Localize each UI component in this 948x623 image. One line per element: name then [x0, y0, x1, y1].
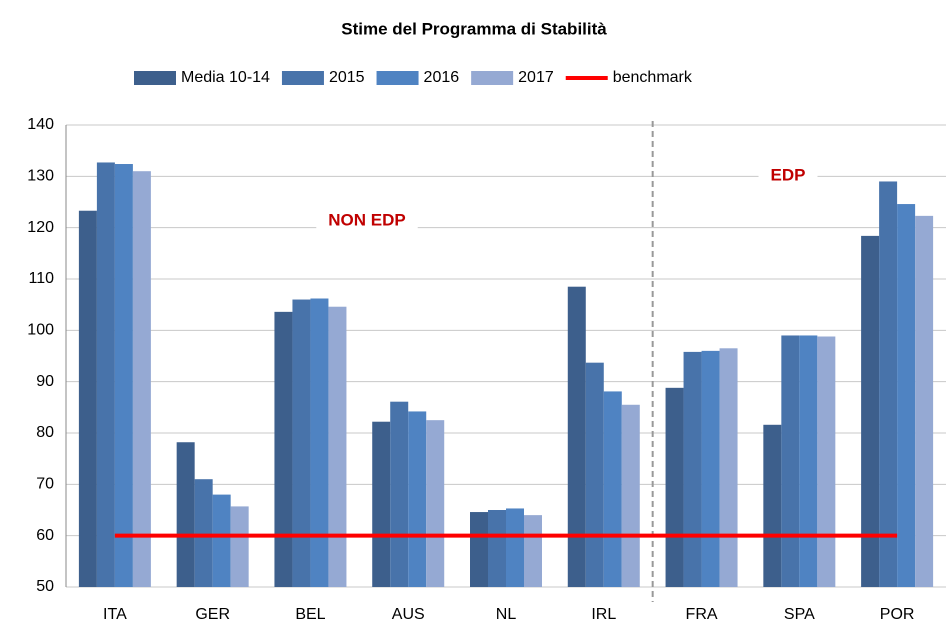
bar: [292, 299, 311, 587]
bar: [470, 512, 488, 587]
bar: [390, 401, 409, 587]
x-tick-label: SPA: [784, 606, 815, 623]
x-tick-label: FRA: [686, 606, 718, 623]
bar: [817, 336, 836, 587]
bar: [114, 164, 133, 587]
bar: [781, 335, 800, 587]
annotation-bg: [316, 206, 418, 234]
bar: [701, 350, 720, 587]
bar: [719, 348, 738, 587]
annotation: NON EDP: [328, 210, 405, 229]
bar: [567, 286, 586, 587]
bar: [897, 204, 916, 587]
bar: [763, 424, 782, 587]
bar: [488, 510, 506, 587]
x-tick-label: GER: [195, 606, 230, 623]
bar: [879, 181, 898, 587]
bar: [372, 421, 391, 587]
x-tick-label: BEL: [295, 606, 325, 623]
y-tick-label: 130: [27, 168, 54, 185]
bar: [328, 306, 347, 587]
y-tick-label: 100: [27, 322, 54, 339]
bar: [212, 494, 231, 587]
bar: [408, 411, 427, 587]
bar: [78, 210, 97, 587]
x-tick-label: POR: [880, 606, 915, 623]
y-tick-label: 110: [28, 270, 54, 287]
x-tick-label: IRL: [591, 606, 616, 623]
bar: [621, 404, 640, 587]
y-tick-label: 60: [36, 527, 54, 544]
bar: [585, 362, 604, 587]
y-tick-label: 70: [36, 476, 54, 493]
legend-swatch: [134, 71, 176, 85]
annotation-bg: [758, 161, 818, 189]
bar: [310, 298, 329, 587]
bar: [861, 235, 880, 587]
legend-swatch: [471, 71, 514, 85]
bar: [194, 479, 213, 587]
bar: [799, 335, 818, 587]
legend-swatch: [376, 71, 419, 85]
chart-title: Stime del Programma di Stabilità: [341, 19, 607, 38]
y-tick-label: 120: [27, 219, 54, 236]
bar: [176, 442, 195, 587]
bar: [915, 215, 934, 588]
x-tick-label: NL: [496, 606, 517, 623]
bar: [506, 508, 524, 587]
legend-swatch: [281, 71, 324, 85]
legend-label: benchmark: [613, 69, 693, 86]
bar: [230, 506, 249, 587]
bar: [132, 171, 151, 587]
legend-label: 2016: [424, 69, 460, 86]
bar: [96, 162, 115, 587]
x-tick-label: ITA: [103, 606, 127, 623]
legend-label: 2015: [329, 69, 365, 86]
bar: [524, 515, 542, 587]
bar: [603, 391, 622, 587]
bar: [683, 351, 702, 587]
bar: [426, 420, 445, 587]
annotation: EDP: [771, 165, 806, 184]
y-tick-label: 50: [36, 578, 54, 595]
y-tick-label: 90: [36, 373, 54, 390]
y-tick-label: 140: [27, 116, 54, 133]
x-tick-label: AUS: [392, 606, 425, 623]
legend-label: 2017: [518, 69, 554, 86]
bar: [665, 387, 684, 587]
legend-label: Media 10-14: [181, 69, 270, 86]
bar: [274, 311, 293, 587]
y-tick-label: 80: [36, 424, 54, 441]
